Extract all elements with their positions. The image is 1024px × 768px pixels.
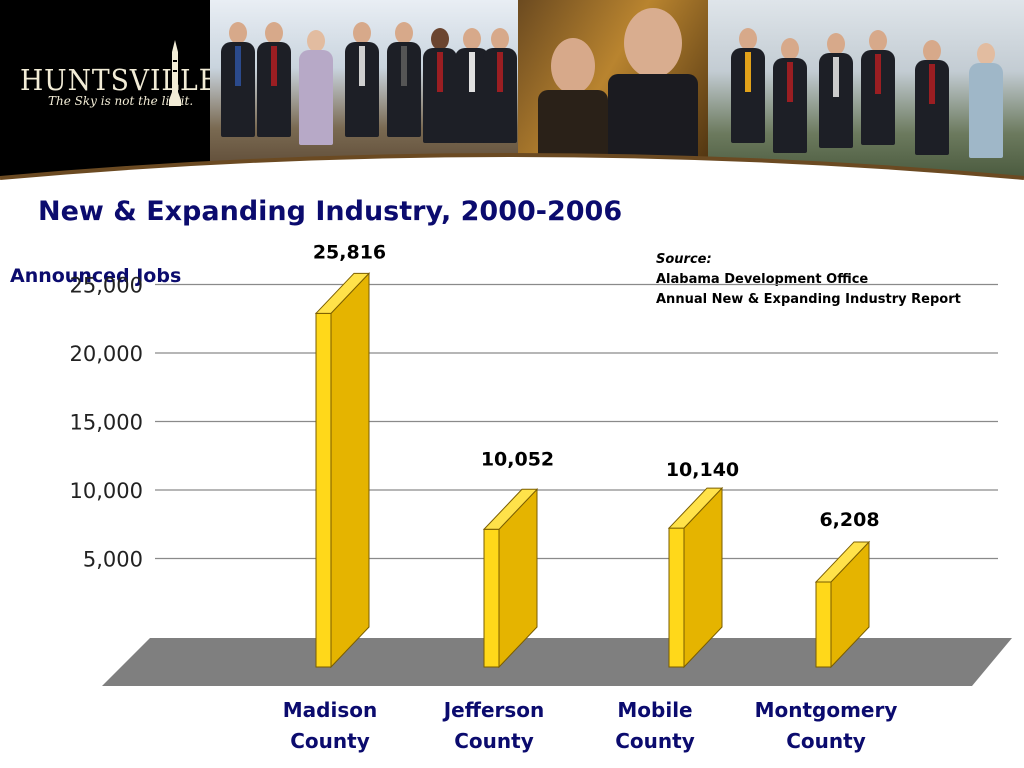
x-category-label-line: County xyxy=(454,729,534,753)
bar-top xyxy=(814,541,871,583)
person-figure xyxy=(482,28,518,143)
y-axis-label: Announced Jobs xyxy=(10,265,182,287)
logo-wordmark: HUNTSVILLE xyxy=(20,63,220,97)
person-figure xyxy=(770,38,810,158)
bar xyxy=(315,312,332,668)
x-category-label-line: County xyxy=(786,729,866,753)
data-label: 10,052 xyxy=(481,448,554,470)
bar-top xyxy=(667,487,724,529)
y-tick-label: 5,000 xyxy=(83,548,143,572)
source-line-1: Alabama Development Office xyxy=(656,272,869,287)
bar-top xyxy=(482,488,539,530)
bar xyxy=(483,528,500,668)
y-tick-label: 25,000 xyxy=(70,274,143,298)
bar xyxy=(815,581,832,668)
groundbreaking-photo-1 xyxy=(210,0,518,178)
x-category-label: Madison County xyxy=(283,698,377,753)
person-figure xyxy=(220,22,256,140)
x-category-label: Montgomery County xyxy=(755,698,898,753)
source-title: Source: xyxy=(656,252,712,267)
person-figure xyxy=(966,43,1006,158)
data-label: 6,208 xyxy=(819,509,879,531)
data-label: 25,816 xyxy=(313,241,386,263)
x-category-label: Mobile County xyxy=(615,698,695,753)
bar xyxy=(668,527,685,668)
groundbreaking-photo-2 xyxy=(708,0,1024,178)
header-banner: HUNTSVILLE The Sky is not the limit. xyxy=(0,0,1024,200)
officials-photo xyxy=(518,0,708,178)
chart-title: New & Expanding Industry, 2000-2006 xyxy=(38,196,623,227)
person-figure xyxy=(386,22,422,140)
x-category-label-line: Mobile xyxy=(617,698,692,722)
person-figure xyxy=(816,33,856,158)
bar-top xyxy=(314,272,371,314)
banner-swoosh xyxy=(0,153,1024,200)
chart-floor xyxy=(102,638,1012,686)
source-line-2: Annual New & Expanding Industry Report xyxy=(656,292,961,307)
y-tick-label: 10,000 xyxy=(70,479,143,503)
source-note: Source: Alabama Development Office Annua… xyxy=(656,250,961,310)
data-label: 10,140 xyxy=(666,459,739,481)
y-tick-label: 20,000 xyxy=(70,342,143,366)
x-category-label: Jefferson County xyxy=(442,698,545,753)
bar-side xyxy=(330,272,370,669)
person-figure xyxy=(728,28,768,158)
x-category-label-line: Madison xyxy=(283,698,377,722)
logo-tagline: The Sky is not the limit. xyxy=(48,94,194,108)
x-category-label-line: County xyxy=(615,729,695,753)
rocket-icon xyxy=(169,40,181,106)
person-figure xyxy=(256,22,292,140)
x-category-label-line: Montgomery xyxy=(755,698,898,722)
x-category-label-line: Jefferson xyxy=(442,698,545,722)
x-category-label-line: County xyxy=(290,729,370,753)
y-tick-label: 15,000 xyxy=(70,411,143,435)
person-figure xyxy=(298,30,334,145)
person-figure xyxy=(858,30,898,158)
person-figure xyxy=(344,22,380,140)
person-figure xyxy=(912,40,952,158)
person-figure xyxy=(422,28,458,143)
huntsville-logo: HUNTSVILLE The Sky is not the limit. xyxy=(0,0,218,178)
